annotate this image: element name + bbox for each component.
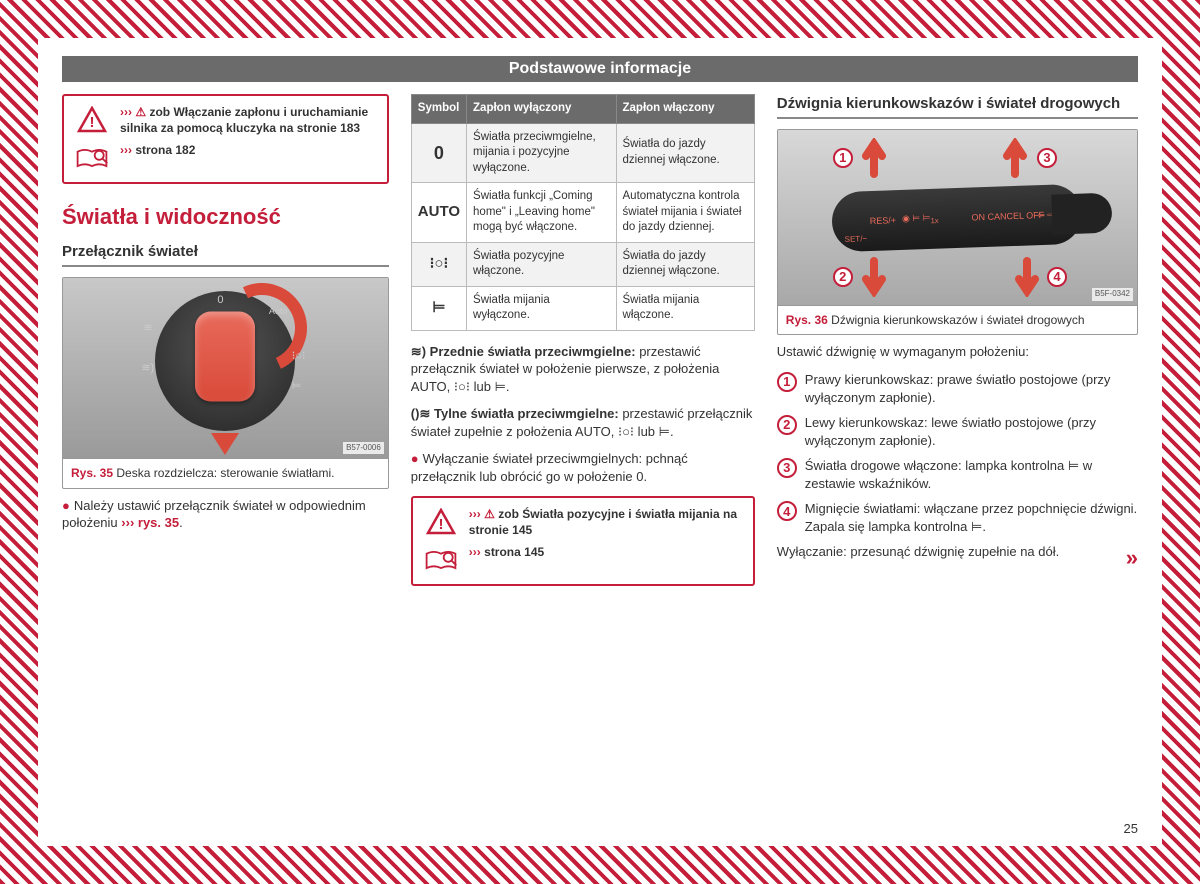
book-magnifier-icon [74, 142, 110, 174]
page-number: 25 [1124, 821, 1138, 836]
arrow-down-icon [1013, 257, 1041, 297]
list-item: 4Mignięcie światłami: włączane przez pop… [777, 500, 1138, 535]
symbol-auto: AUTO [411, 183, 466, 243]
column-2: Symbol Zapłon wyłączony Zapłon włączony … [411, 94, 755, 828]
notice-text-1: ››› ⚠ zob Włączanie zapłonu i uruchamian… [120, 104, 377, 136]
paragraph-front-fog: ≋) Przednie światła przeciwmgielne: prze… [411, 343, 755, 396]
numbered-list: 1Prawy kierunkowskaz: prawe światło post… [777, 371, 1138, 535]
figure-36: RES/+ON CANCEL OFF SET/− ◉ ⊨ ⊨1x ⇦ ⇨ ℗ 1… [777, 129, 1138, 335]
list-item: 1Prawy kierunkowskaz: prawe światło post… [777, 371, 1138, 406]
svg-text:!: ! [90, 114, 95, 131]
symbol-low-beam-icon: ⊨ [411, 286, 466, 330]
notice-box: ! ››› ⚠ zob Włączanie zapłonu i uruchami… [62, 94, 389, 184]
arrow-up-icon [860, 138, 888, 178]
marker-3: 3 [1037, 148, 1057, 168]
page-header: Podstawowe informacje [62, 56, 1138, 82]
figure-36-code: B5F-0342 [1092, 288, 1133, 301]
figure-36-image: RES/+ON CANCEL OFF SET/− ◉ ⊨ ⊨1x ⇦ ⇨ ℗ 1… [778, 130, 1137, 305]
arrow-down-icon [860, 257, 888, 297]
manual-page: Podstawowe informacje ! ››› ⚠ zob Włącza… [38, 38, 1162, 846]
th-ignition-off: Zapłon wyłączony [467, 95, 616, 124]
list-item: 2Lewy kierunkowskaz: lewe światło postoj… [777, 414, 1138, 449]
list-item: 3Światła drogowe włączone: lampka kontro… [777, 457, 1138, 492]
th-ignition-on: Zapłon włączony [616, 95, 754, 124]
figure-35-code: B57-0006 [343, 442, 384, 455]
paragraph-rear-fog: ()≋ Tylne światła przeciwmgielne: przest… [411, 405, 755, 440]
paragraph-turn-off: ●Wyłączanie świateł przeciwmgielnych: pc… [411, 450, 755, 485]
marker-2: 2 [833, 267, 853, 287]
th-symbol: Symbol [411, 95, 466, 124]
columns: ! ››› ⚠ zob Włączanie zapłonu i uruchami… [62, 94, 1138, 828]
table-row: ⊨ Światła mijania wyłączone. Światła mij… [411, 286, 754, 330]
warning-triangle-icon: ! [423, 506, 459, 538]
notice-box-2: ! ››› ⚠ zob Światła pozycyjne i światła … [411, 496, 755, 586]
notice-text-2: ››› strona 182 [120, 142, 195, 158]
paragraph: ●Należy ustawić przełącznik świateł w od… [62, 497, 389, 532]
figure-35-image: 0 Auto ⁝○⁝ ⊨ ≋ ≋) B57-0006 [63, 278, 388, 458]
column-1: ! ››› ⚠ zob Włączanie zapłonu i uruchami… [62, 94, 389, 828]
svg-text:!: ! [438, 516, 443, 533]
continuation-icon: » [1126, 543, 1138, 573]
column-3: Dźwignia kierunkowskazów i świateł drogo… [777, 94, 1138, 828]
table-row: AUTO Światła funkcji „Coming home" i „Le… [411, 183, 754, 243]
marker-4: 4 [1047, 267, 1067, 287]
symbol-0: 0 [411, 123, 466, 183]
figure-36-caption: Rys. 36 Dźwignia kierunkowskazów i świat… [778, 305, 1137, 334]
paragraph-intro: Ustawić dźwignię w wymaganym położeniu: [777, 343, 1138, 361]
section-title: Światła i widoczność [62, 202, 389, 232]
symbol-table: Symbol Zapłon wyłączony Zapłon włączony … [411, 94, 755, 331]
notice-text-4: ››› strona 145 [469, 544, 544, 560]
book-magnifier-icon [423, 544, 459, 576]
warning-triangle-icon: ! [74, 104, 110, 136]
symbol-position-lights-icon: ⁝○⁝ [411, 242, 466, 286]
table-row: 0 Światła przeciwmgielne, mijania i pozy… [411, 123, 754, 183]
subhead-lever: Dźwignia kierunkowskazów i świateł drogo… [777, 94, 1138, 119]
paragraph-outro: Wyłączanie: przesunąć dźwignię zupełnie … [777, 543, 1138, 561]
figure-35-caption: Rys. 35 Deska rozdzielcza: sterowanie św… [63, 458, 388, 487]
marker-1: 1 [833, 148, 853, 168]
notice-text-3: ››› ⚠ zob Światła pozycyjne i światła mi… [469, 506, 743, 538]
figure-35: 0 Auto ⁝○⁝ ⊨ ≋ ≋) B57-0006 Rys. 35 Deska… [62, 277, 389, 488]
subhead-light-switch: Przełącznik świateł [62, 242, 389, 267]
table-row: ⁝○⁝ Światła pozycyjne włączone. Światła … [411, 242, 754, 286]
arrow-up-icon [1001, 138, 1029, 178]
